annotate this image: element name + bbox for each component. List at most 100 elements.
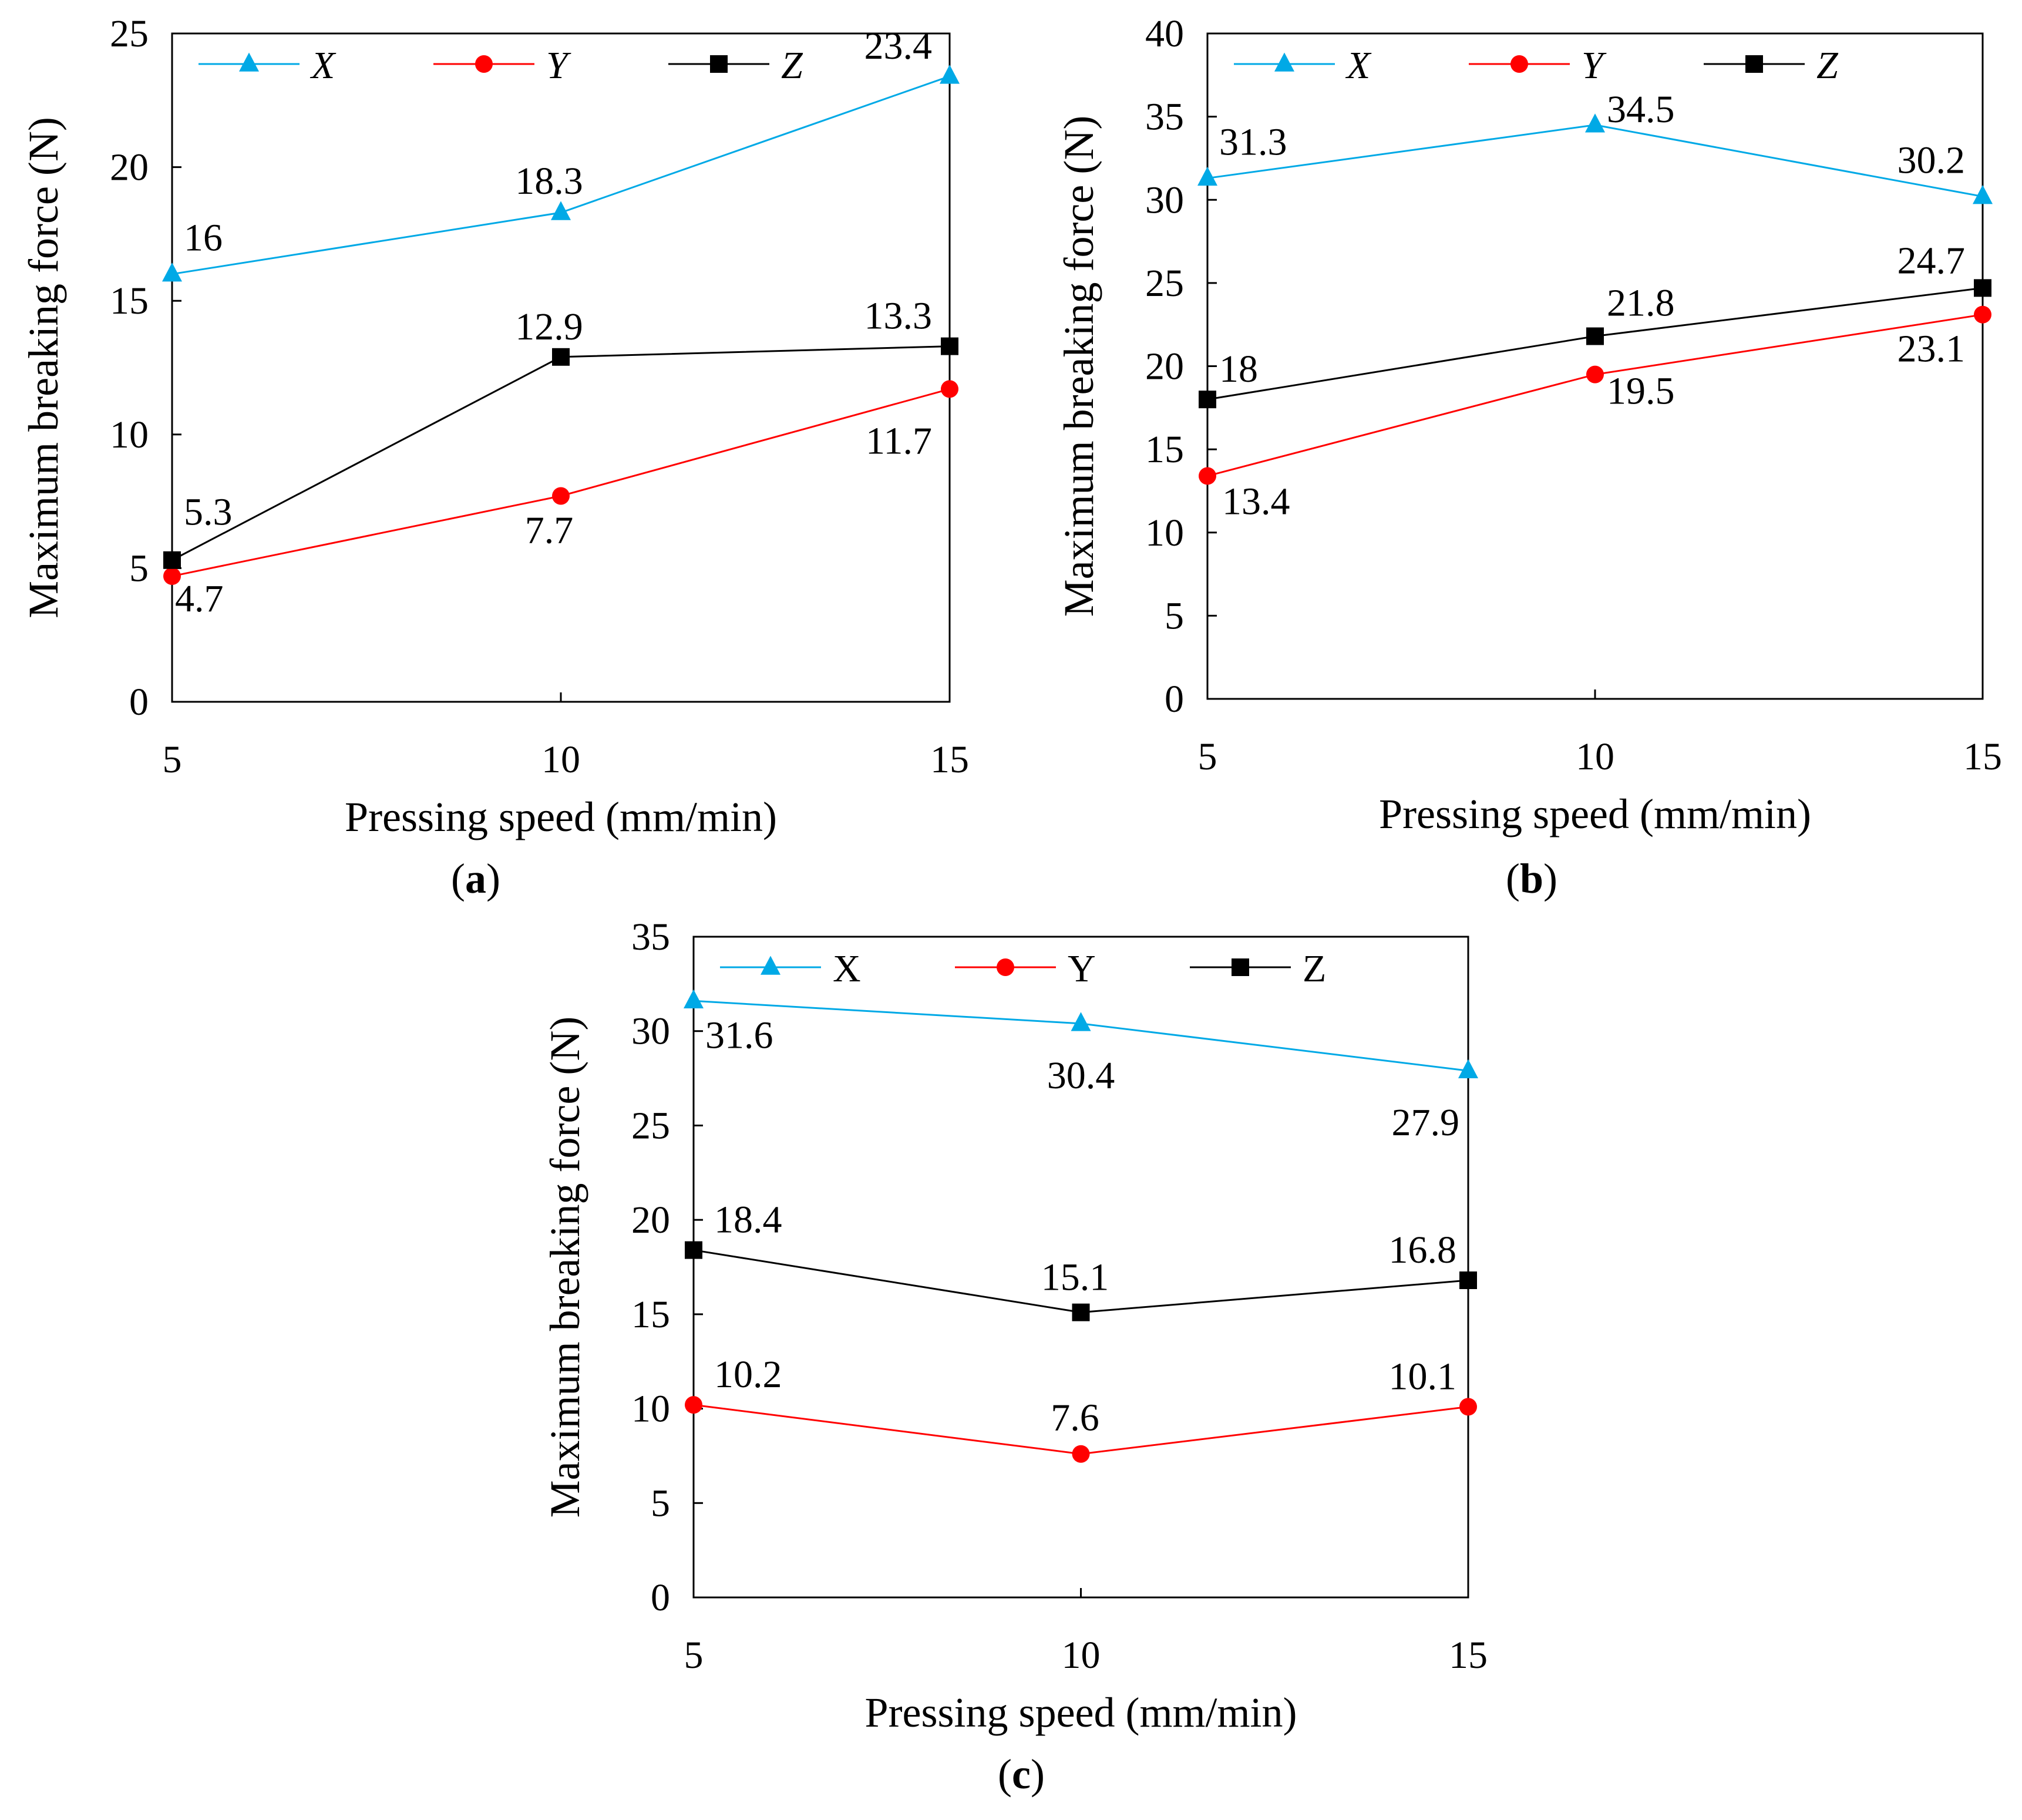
legend-marker-z: [1232, 958, 1249, 976]
data-point-y: [552, 487, 570, 505]
y-tick-label: 0: [651, 1576, 670, 1619]
data-label: 10.2: [714, 1353, 782, 1396]
data-point-z: [1199, 391, 1216, 409]
data-point-x: [684, 989, 704, 1009]
data-label: 16: [184, 217, 223, 260]
y-axis-label: Maximum breaking force (N): [541, 1017, 588, 1518]
data-label: 27.9: [1392, 1101, 1460, 1144]
y-tick-label: 15: [110, 280, 149, 322]
data-point-x: [1973, 185, 1993, 204]
legend-marker-x: [239, 52, 259, 72]
x-tick-label: 15: [930, 738, 969, 781]
legend-label-x: X: [309, 44, 337, 87]
legend-marker-x: [1274, 52, 1294, 72]
legend-marker-z: [1745, 55, 1763, 73]
legend-label-x: X: [833, 947, 861, 990]
panel-caption: (a): [451, 855, 500, 902]
data-label: 30.2: [1897, 139, 1966, 182]
data-label: 23.4: [864, 25, 933, 68]
data-point-z: [685, 1241, 702, 1259]
data-label: 23.1: [1897, 328, 1966, 371]
y-tick-label: 35: [1145, 96, 1184, 139]
data-point-y: [1586, 365, 1604, 383]
series-line-x: [1207, 124, 1983, 198]
y-tick-label: 25: [1145, 262, 1184, 305]
legend-marker-y: [475, 55, 493, 73]
legend-label-x: X: [1345, 44, 1372, 87]
data-label: 31.3: [1219, 120, 1287, 163]
data-label: 7.7: [525, 509, 574, 551]
panel-caption: (b): [1506, 855, 1557, 902]
data-label: 18: [1219, 348, 1258, 391]
data-label: 24.7: [1897, 239, 1966, 282]
data-label: 13.4: [1222, 480, 1290, 523]
data-label: 10.1: [1389, 1355, 1457, 1398]
x-axis-label: Pressing speed (mm/min): [1379, 790, 1811, 837]
y-tick-label: 30: [1145, 179, 1184, 221]
y-tick-label: 5: [1165, 594, 1184, 637]
legend: X Y Z: [720, 947, 1326, 990]
y-tick-label: 20: [1145, 345, 1184, 388]
x-tick-label: 5: [684, 1634, 704, 1677]
data-label: 5.3: [184, 491, 233, 534]
legend-label-z: Z: [1303, 947, 1326, 990]
y-tick-label: 40: [1145, 12, 1184, 55]
legend-label-y: Y: [546, 44, 571, 87]
data-point-x: [940, 65, 960, 84]
legend: X Y Z: [1234, 44, 1839, 87]
y-tick-label: 35: [631, 916, 670, 958]
data-label: 31.6: [705, 1014, 773, 1057]
y-tick-label: 5: [651, 1482, 670, 1525]
data-label: 7.6: [1051, 1397, 1099, 1439]
y-tick-label: 25: [110, 12, 149, 55]
data-point-y: [685, 1396, 702, 1414]
data-point-x: [1071, 1012, 1091, 1031]
legend-label-y: Y: [1582, 44, 1607, 87]
data-point-y: [1199, 467, 1216, 485]
y-axis-label: Maximum breaking force (N): [1055, 116, 1102, 617]
data-point-z: [1459, 1271, 1477, 1289]
legend-marker-y: [1510, 55, 1528, 73]
data-label: 18.3: [515, 160, 583, 203]
x-axis-label: Pressing speed (mm/min): [865, 1689, 1297, 1736]
data-label: 19.5: [1607, 370, 1675, 413]
y-tick-label: 10: [1145, 512, 1184, 554]
x-tick-label: 15: [1963, 735, 2002, 778]
y-tick-label: 30: [631, 1010, 670, 1053]
data-label: 16.8: [1389, 1229, 1457, 1271]
data-point-x: [1197, 166, 1217, 186]
data-point-z: [1072, 1303, 1090, 1321]
y-tick-label: 15: [631, 1293, 670, 1336]
y-tick-label: 20: [631, 1199, 670, 1242]
data-point-y: [1974, 305, 1991, 324]
data-point-x: [551, 201, 571, 220]
x-axis-label: Pressing speed (mm/min): [345, 793, 777, 840]
panel-caption: (c): [998, 1751, 1045, 1798]
data-point-x: [162, 263, 182, 282]
y-tick-label: 15: [1145, 428, 1184, 471]
data-label: 11.7: [866, 419, 932, 462]
x-tick-label: 15: [1449, 1634, 1488, 1677]
data-label: 12.9: [515, 305, 583, 348]
data-label: 15.1: [1041, 1256, 1109, 1299]
legend-marker-x: [761, 956, 780, 975]
x-tick-label: 5: [163, 738, 182, 781]
data-point-y: [941, 380, 958, 398]
x-tick-label: 5: [1198, 735, 1217, 778]
y-tick-label: 10: [110, 413, 149, 456]
data-label: 18.4: [714, 1199, 782, 1242]
y-axis-label: Maximum breaking force (N): [20, 117, 67, 618]
y-tick-label: 5: [129, 547, 149, 590]
y-tick-label: 10: [631, 1388, 670, 1431]
legend-label-z: Z: [781, 44, 803, 87]
legend-marker-y: [997, 958, 1014, 976]
y-tick-label: 0: [1165, 678, 1184, 721]
data-point-z: [941, 337, 958, 355]
legend: X Y Z: [199, 44, 803, 87]
data-point-z: [1974, 279, 1991, 297]
x-tick-label: 10: [541, 738, 580, 781]
